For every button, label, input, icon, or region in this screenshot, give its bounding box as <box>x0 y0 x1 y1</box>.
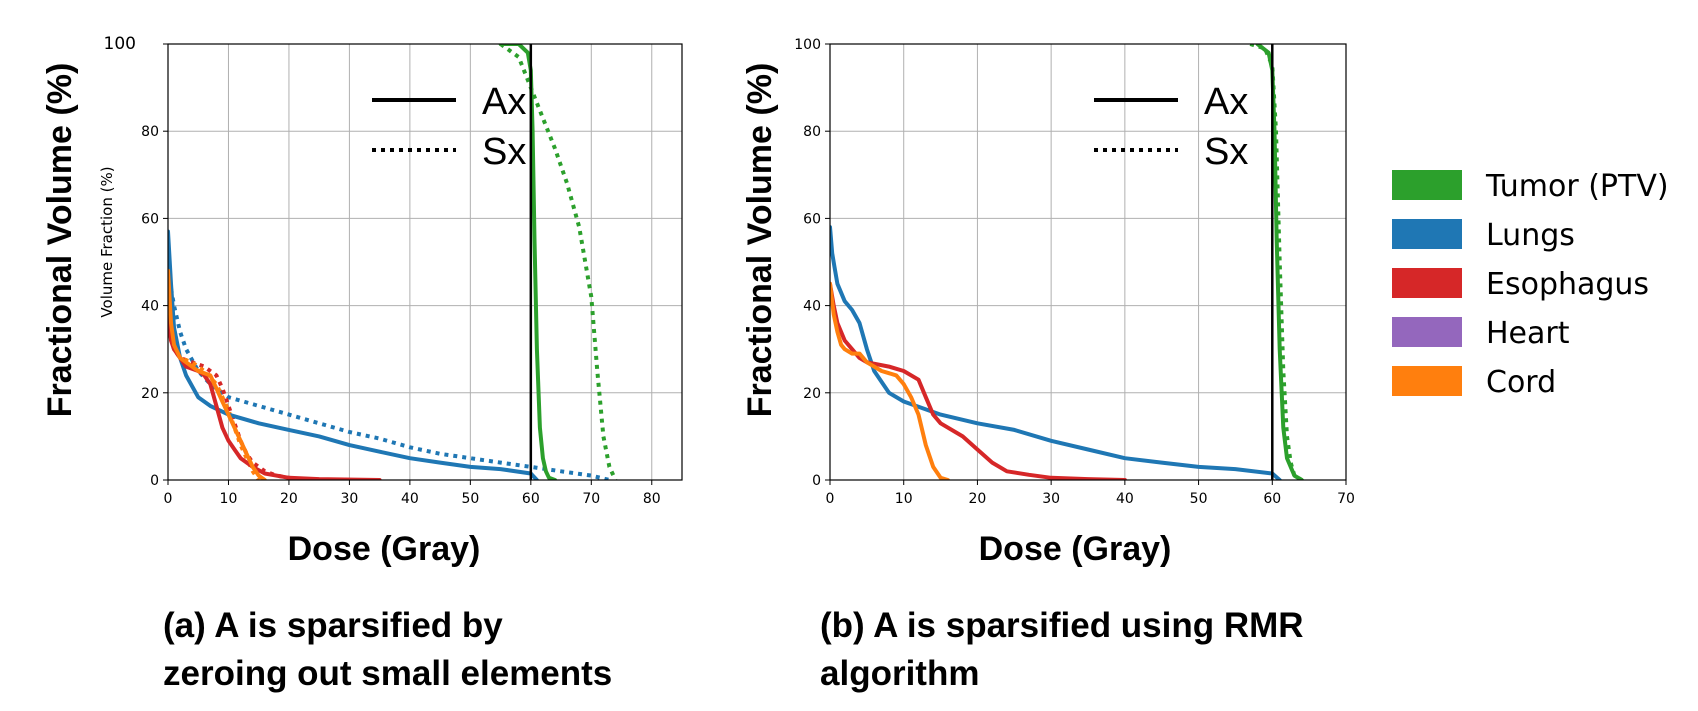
panel-a-xtick-label: 20 <box>280 491 298 507</box>
panel-b-xtick-label: 20 <box>969 491 987 507</box>
panel-a-series-lungs-solid <box>168 229 539 480</box>
panel-a-legend-sx: Sx <box>482 131 526 173</box>
legend-label-cord: Cord <box>1486 365 1556 400</box>
caption-a-line1: (a) A is sparsified by <box>163 606 503 645</box>
panel-a-xtick-label: 40 <box>401 491 419 507</box>
panel-b-legend-sx: Sx <box>1204 131 1248 173</box>
panel-b-series <box>830 44 1304 480</box>
legend-swatch-heart <box>1392 317 1462 347</box>
panel-b-ticks: 0 10 20 30 40 50 60 70 0 20 40 60 80 100 <box>794 37 1355 507</box>
panel-a-ytick-label: 60 <box>141 211 159 227</box>
panel-a-ytick-label: 0 <box>150 473 159 489</box>
legend-swatch-lungs <box>1392 219 1462 249</box>
panel-b-ytick-label: 80 <box>803 124 821 140</box>
panel-a-ytick-label: 40 <box>141 299 159 315</box>
panel-a-ytick-label: 80 <box>141 124 159 140</box>
panel-a-xtick-label: 50 <box>461 491 479 507</box>
panel-b-xtick-label: 10 <box>895 491 913 507</box>
panel-a-series <box>168 44 618 480</box>
panel-b-ytick-label: 0 <box>812 473 821 489</box>
panel-a-xtick-label: 70 <box>582 491 600 507</box>
panel-a-xtick-label: 80 <box>643 491 661 507</box>
panel-a-ylabel-small: Volume Fraction (%) <box>98 166 116 317</box>
legend-label-heart: Heart <box>1486 316 1570 351</box>
panel-b-xtick-label: 30 <box>1042 491 1060 507</box>
structure-legend: Tumor (PTV) Lungs Esophagus Heart Cord <box>1392 169 1669 400</box>
panel-b-ytick-label: 100 <box>794 37 821 53</box>
panel-b-ytick-label: 60 <box>803 211 821 227</box>
legend-label-lungs: Lungs <box>1486 218 1575 253</box>
panel-b-series-lungs-solid <box>830 225 1282 480</box>
panel-a-ticks: 0 10 20 30 40 50 60 70 80 0 20 40 60 80 100 <box>104 34 661 507</box>
panel-b-xlabel-big: Dose (Gray) <box>979 530 1172 568</box>
panel-a: Fractional Volume (%) Volume Fraction (%… <box>41 34 683 568</box>
caption-a-line2: zeroing out small elements <box>163 654 613 693</box>
panel-b: Fractional Volume (%) 0 10 20 30 40 50 60 70 0 20… <box>741 37 1355 568</box>
panel-a-series-tumor-ptv-solid <box>498 44 557 480</box>
panel-a-xtick-label: 10 <box>220 491 238 507</box>
caption-a: (a) A is sparsified by zeroing out small… <box>163 602 612 698</box>
panel-a-legend-ax: Ax <box>482 81 526 123</box>
panel-a-style-legend: Ax Sx <box>372 81 526 173</box>
panel-b-style-legend: Ax Sx <box>1094 81 1248 173</box>
panel-b-series-esophagus-solid <box>830 281 1127 480</box>
caption-b-line2: algorithm <box>820 654 980 693</box>
panel-b-series-cord-solid <box>830 281 950 480</box>
legend-label-tumor-ptv: Tumor (PTV) <box>1485 169 1669 204</box>
panel-a-ytick-label: 100 <box>104 34 136 54</box>
legend-swatch-esophagus <box>1392 268 1462 298</box>
panel-b-ytick-label: 40 <box>803 299 821 315</box>
panel-b-xtick-label: 50 <box>1190 491 1208 507</box>
panel-a-xtick-label: 0 <box>164 491 173 507</box>
panel-b-xtick-label: 40 <box>1116 491 1134 507</box>
caption-b: (b) A is sparsified using RMR algorithm <box>820 602 1304 698</box>
panel-b-xtick-label: 70 <box>1337 491 1355 507</box>
panel-a-xtick-label: 30 <box>340 491 358 507</box>
panel-b-series-tumor-ptv-solid <box>1255 44 1304 480</box>
panel-a-xlabel-big: Dose (Gray) <box>288 530 481 568</box>
caption-b-line1: (b) A is sparsified using RMR <box>820 606 1304 645</box>
panel-a-series-cord-solid <box>168 268 267 480</box>
panel-b-xtick-label: 0 <box>826 491 835 507</box>
legend-label-esophagus: Esophagus <box>1486 267 1649 302</box>
legend-swatch-tumor-ptv <box>1392 170 1462 200</box>
panel-b-ytick-label: 20 <box>803 386 821 402</box>
panel-b-xtick-label: 60 <box>1263 491 1281 507</box>
panel-a-series-tumor-ptv-dotted <box>499 44 618 480</box>
panel-a-ylabel-big: Fractional Volume (%) <box>41 63 79 418</box>
panel-b-grid <box>829 43 1347 481</box>
panel-b-ylabel-big: Fractional Volume (%) <box>741 63 779 418</box>
panel-a-xtick-label: 60 <box>522 491 540 507</box>
legend-swatch-cord <box>1392 366 1462 396</box>
panel-a-ytick-label: 20 <box>141 386 159 402</box>
panel-a-plot-frame <box>167 43 683 481</box>
panel-b-legend-ax: Ax <box>1204 81 1248 123</box>
panel-b-plot-frame <box>829 43 1347 481</box>
panel-a-grid <box>167 43 682 481</box>
